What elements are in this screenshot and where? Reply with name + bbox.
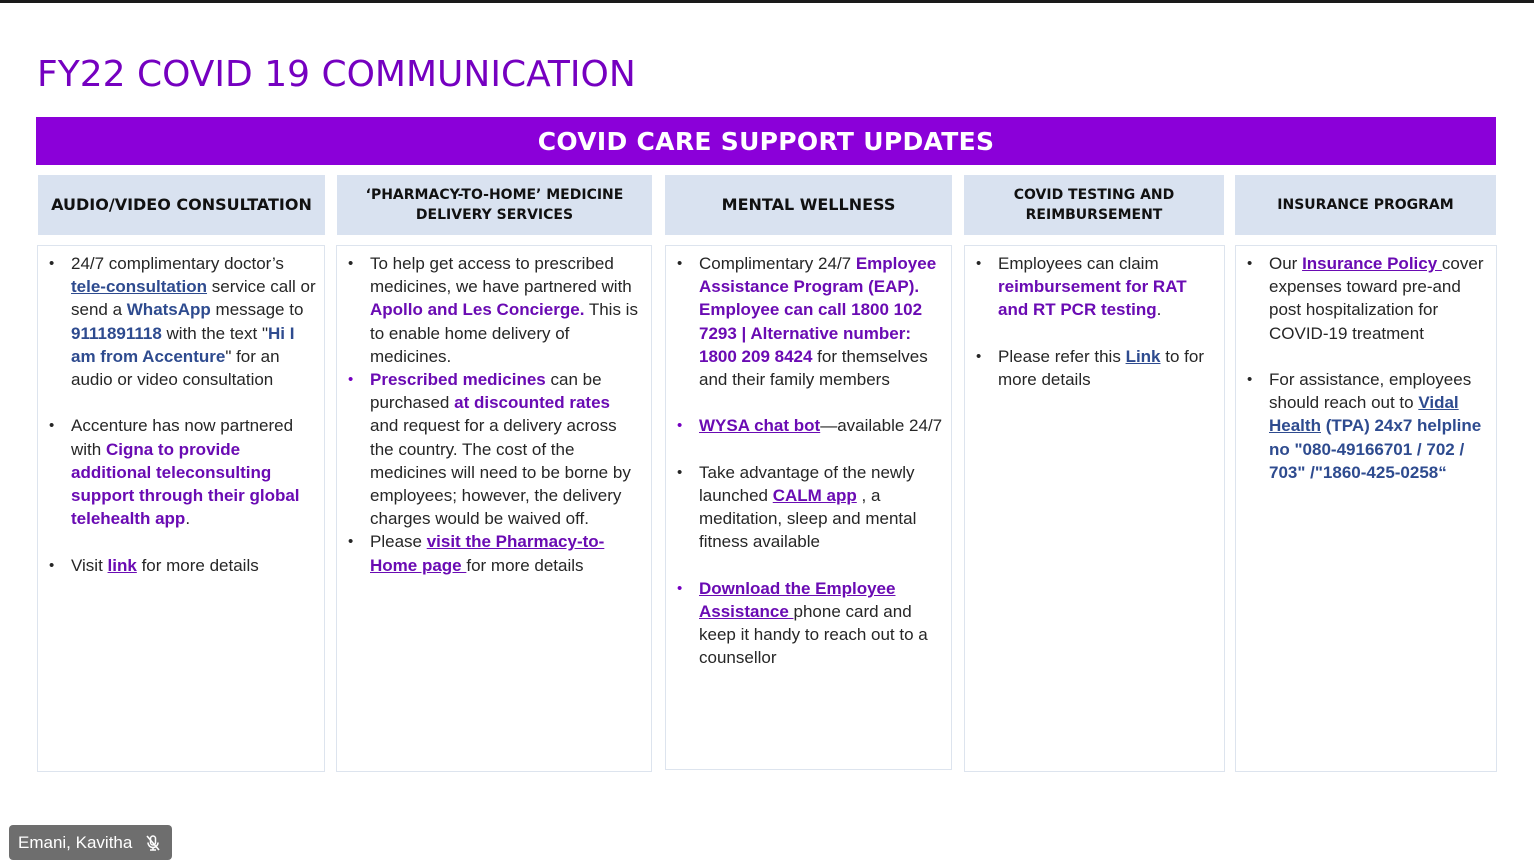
text-run: Please refer this (998, 346, 1126, 366)
text-run: for more details (136, 555, 259, 575)
list-item: Prescribed medicines can be purchased at… (345, 368, 643, 530)
section-banner: COVID CARE SUPPORT UPDATES (36, 117, 1496, 165)
text-run: " for an audio or video consultation (71, 346, 280, 390)
list-item: Download the Employee Assistance phone c… (674, 577, 943, 670)
bullet-list: To help get access to prescribed medicin… (345, 252, 643, 577)
list-item: Please refer this Link to for more detai… (973, 345, 1216, 391)
text-run: (TPA) 24x7 helpline no "080-49166701 / 7… (1269, 416, 1482, 482)
list-item: WYSA chat bot—available 24/7 (674, 414, 943, 437)
text-run: message to (210, 300, 304, 320)
text-run: cover expenses toward pre-and post hospi… (1269, 254, 1484, 343)
hyperlink[interactable]: tele-consultation (71, 277, 208, 297)
text-run: 24/7 complimentary doctor’s (71, 254, 284, 273)
list-item: 24/7 complimentary doctor’s tele-consult… (46, 252, 316, 391)
column-body-insurance: Our Insurance Policy cover expenses towa… (1235, 245, 1497, 772)
text-run: Our (1269, 254, 1303, 273)
text-run: . (1156, 300, 1162, 320)
column-body-mental-wellness: Complimentary 24/7 Employee Assistance P… (665, 245, 952, 770)
column-header-text: COVID TESTING AND REIMBURSEMENT (1013, 187, 1175, 223)
list-item: To help get access to prescribed medicin… (345, 252, 643, 368)
list-item: Please visit the Pharmacy-to-Home page f… (345, 530, 643, 576)
hyperlink[interactable]: CALM app (772, 486, 857, 505)
column-header-text: MENTAL WELLNESS (721, 195, 896, 214)
participant-name: Emani, Kavitha (18, 832, 133, 852)
column-header-insurance: INSURANCE PROGRAM (1235, 175, 1496, 235)
list-item: For assistance, employees should reach o… (1244, 368, 1488, 484)
text-run: service call or send a (71, 277, 316, 320)
hyperlink[interactable]: link (107, 555, 137, 575)
column-body-covid-testing: Employees can claim reimbursement for RA… (964, 245, 1225, 772)
hyperlink[interactable]: WYSA chat bot (699, 416, 821, 436)
text-run: with the text " (161, 323, 268, 343)
column-header-covid-testing: COVID TESTING AND REIMBURSEMENT (964, 175, 1224, 235)
hyperlink[interactable]: Insurance Policy (1302, 254, 1442, 273)
text-run: Cigna to provide additional teleconsulti… (71, 439, 300, 529)
text-run: Visit (71, 555, 108, 575)
text-run: Hi I am from Accenture (71, 323, 295, 366)
column-header-mental-wellness: MENTAL WELLNESS (665, 175, 952, 235)
text-run: for themselves and their family members (699, 346, 928, 390)
text-run: can be purchased (370, 370, 602, 413)
text-run: Employees can claim (998, 254, 1159, 273)
bullet-list: Our Insurance Policy cover expenses towa… (1244, 252, 1488, 484)
slide-title: FY22 COVID 19 COMMUNICATION (37, 54, 636, 95)
text-run: , a meditation, sleep and mental fitness… (699, 486, 917, 552)
column-header-pharmacy: ‘PHARMACY-TO-HOME’ MEDICINE DELIVERY SER… (337, 175, 652, 235)
text-run: reimbursement for RAT and RT PCR testing (998, 277, 1187, 320)
text-run: To help get access to prescribed medicin… (370, 254, 632, 297)
text-run: 9111891118 (71, 323, 162, 343)
text-run: at discounted rates (454, 393, 610, 413)
text-run: Complimentary 24/7 (699, 254, 856, 273)
bullet-list: Employees can claim reimbursement for RA… (973, 252, 1216, 391)
participant-name-tag[interactable]: Emani, Kavitha (9, 825, 172, 860)
list-item: Complimentary 24/7 Employee Assistance P… (674, 252, 943, 391)
text-run: Please (370, 532, 427, 552)
column-header-text: AUDIO/VIDEO CONSULTATION (51, 195, 312, 214)
hyperlink[interactable]: Link (1125, 346, 1161, 366)
list-item: Our Insurance Policy cover expenses towa… (1244, 252, 1488, 345)
text-run: This is to enable home delivery of medic… (370, 300, 638, 366)
text-run: Prescribed medicines (370, 370, 546, 390)
list-item: Employees can claim reimbursement for RA… (973, 252, 1216, 322)
list-item: Accenture has now partnered with Cigna t… (46, 414, 316, 530)
text-run: Employee Assistance Program (EAP). Emplo… (699, 254, 937, 366)
mic-muted-icon[interactable] (144, 834, 162, 852)
window-top-border (0, 0, 1534, 3)
hyperlink[interactable]: Download the Employee Assistance (699, 578, 896, 621)
text-run: —available 24/7 (820, 416, 943, 436)
text-run: . (185, 509, 191, 529)
text-run: Take advantage of the newly launched (699, 462, 915, 505)
text-run: for more details (466, 555, 584, 575)
bullet-list: 24/7 complimentary doctor’s tele-consult… (46, 252, 316, 577)
text-run: Accenture has now partnered with (71, 416, 294, 459)
list-item: Visit link for more details (46, 554, 316, 577)
text-run: Apollo and Les Concierge. (370, 300, 585, 320)
hyperlink[interactable]: visit the Pharmacy-to-Home page (370, 532, 605, 575)
column-header-audio-video: AUDIO/VIDEO CONSULTATION (38, 175, 325, 235)
column-body-audio-video: 24/7 complimentary doctor’s tele-consult… (37, 245, 325, 772)
hyperlink[interactable]: Vidal Health (1269, 393, 1459, 436)
text-run: phone card and keep it handy to reach ou… (699, 602, 928, 668)
list-item: Take advantage of the newly launched CAL… (674, 461, 943, 554)
text-run: WhatsApp (126, 300, 211, 320)
text-run: For assistance, employees should reach o… (1269, 370, 1472, 413)
column-header-text: INSURANCE PROGRAM (1277, 197, 1454, 213)
column-header-text: ‘PHARMACY-TO-HOME’ MEDICINE DELIVERY SER… (365, 187, 624, 223)
column-body-pharmacy: To help get access to prescribed medicin… (336, 245, 652, 772)
text-run: and request for a delivery across the co… (370, 416, 631, 529)
text-run: to for more details (998, 346, 1204, 389)
bullet-list: Complimentary 24/7 Employee Assistance P… (674, 252, 943, 670)
